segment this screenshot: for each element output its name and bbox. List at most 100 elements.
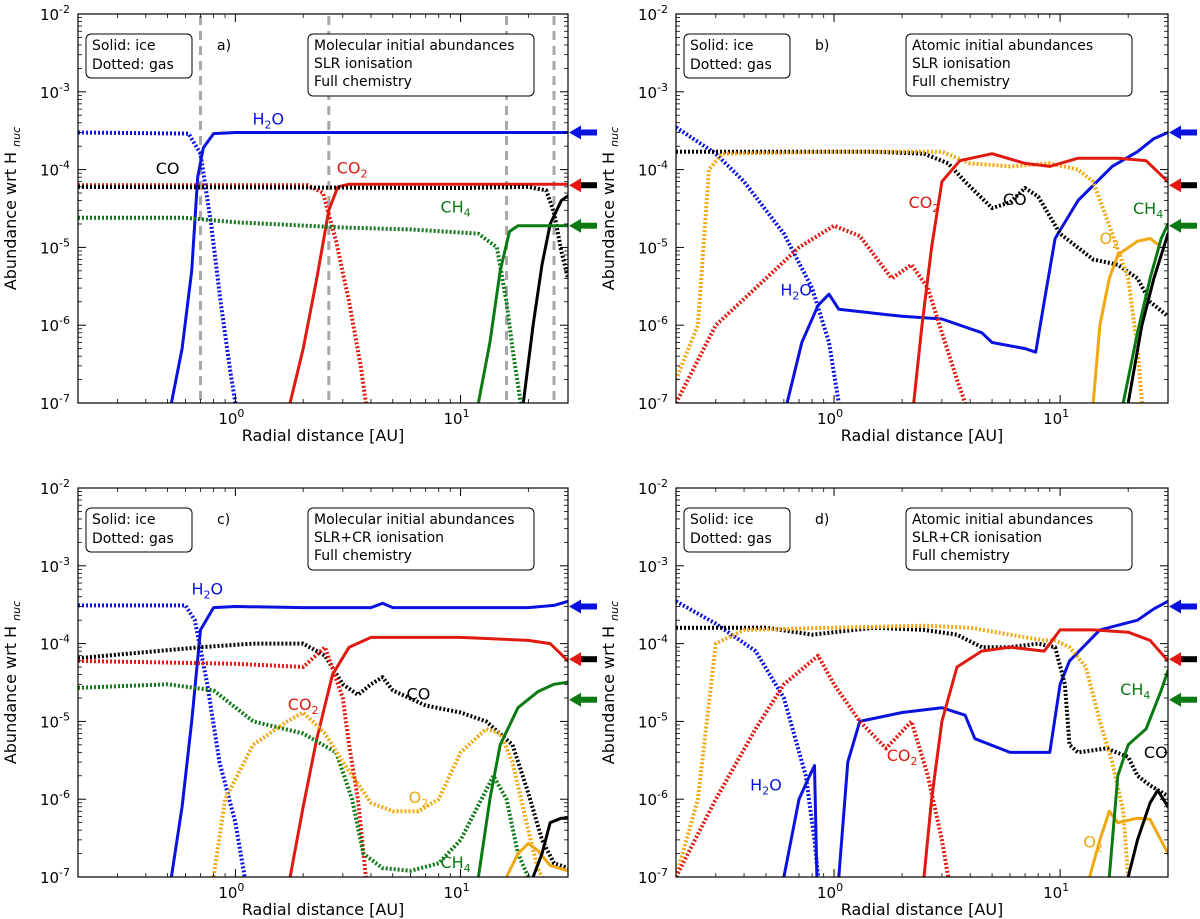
tick-exponent: 0 <box>836 407 843 420</box>
species-label-o2: O2 <box>409 788 429 810</box>
series-h2o-gas <box>78 130 238 403</box>
x-tick-label: 100 <box>817 407 843 428</box>
tick-base: 10 <box>218 884 237 902</box>
x-tick-label: 100 <box>817 881 843 902</box>
label-subscript: 4 <box>1156 208 1163 221</box>
tick-base: 10 <box>40 395 59 413</box>
y-axis-label: Abundance wrt H nuc <box>1 127 23 290</box>
label-main: H <box>780 281 792 300</box>
species-label-co: CO <box>407 685 431 704</box>
series-ch4-gas <box>78 215 523 403</box>
species-label-co: CO <box>1144 743 1168 762</box>
tick-exponent: -4 <box>59 633 70 646</box>
tick-exponent: -6 <box>657 314 668 327</box>
y-tick-label: 10-2 <box>638 477 668 498</box>
legend-box <box>85 33 193 79</box>
series-h2o-ice <box>785 131 1168 403</box>
initial-abundance-arrow-h2o <box>569 125 597 140</box>
tick-base: 10 <box>40 713 59 731</box>
tick-exponent: -6 <box>59 314 70 327</box>
ylabel-main: Abundance wrt H <box>599 621 618 764</box>
arrow-head <box>1169 178 1181 193</box>
plot-frame <box>77 487 569 878</box>
series-co-ice <box>531 816 568 877</box>
ylabel-subscript: nuc <box>608 601 621 621</box>
tick-exponent: -6 <box>657 788 668 801</box>
arrow-head <box>1169 652 1181 667</box>
label-main: O <box>409 788 422 807</box>
series-o2-gas <box>211 710 544 877</box>
series-co-gas <box>676 625 1168 798</box>
series-ch4-ice <box>1107 669 1168 877</box>
series-ch4-ice <box>476 680 568 877</box>
tick-exponent: -5 <box>59 236 70 249</box>
info-line: SLR ionisation <box>912 56 1011 72</box>
series-co2-gas <box>676 223 967 403</box>
arrow-head <box>569 178 581 193</box>
tick-base: 10 <box>638 317 657 335</box>
tick-base: 10 <box>40 6 59 24</box>
label-main: CO <box>156 159 180 178</box>
y-tick-label: 10-7 <box>40 392 70 413</box>
y-tick-label: 10-6 <box>40 314 70 335</box>
tick-exponent: -2 <box>59 3 70 16</box>
label-main: CO <box>887 746 911 765</box>
label-tail: O <box>272 109 285 128</box>
tick-base: 10 <box>444 884 463 902</box>
species-label-co2: CO2 <box>337 159 368 181</box>
legend-solid: Solid: ice <box>92 38 156 54</box>
label-subscript: 2 <box>265 118 272 131</box>
ylabel-subscript: nuc <box>608 127 621 147</box>
label-tail: O <box>769 775 782 794</box>
label-subscript: 4 <box>464 207 471 220</box>
series-co2-ice <box>912 152 1168 403</box>
series-h2o-ice <box>782 764 819 877</box>
tick-exponent: -3 <box>657 81 668 94</box>
series-h2o-gas <box>676 125 841 403</box>
x-tick-label: 100 <box>218 881 244 902</box>
y-tick-label: 10-4 <box>40 159 70 180</box>
y-tick-label: 10-2 <box>638 3 668 24</box>
tick-exponent: -5 <box>657 710 668 723</box>
arrow-shaft <box>1180 656 1197 663</box>
label-subscript: 2 <box>1096 841 1103 854</box>
initial-abundance-arrow-ch4 <box>1169 692 1197 707</box>
initial-abundance-arrow-ch4 <box>569 692 597 707</box>
tick-exponent: 1 <box>1062 881 1069 894</box>
tick-exponent: -5 <box>657 236 668 249</box>
arrow-head <box>569 652 581 667</box>
y-tick-label: 10-7 <box>638 866 668 887</box>
label-main: CO <box>288 695 312 714</box>
tick-exponent: 0 <box>237 407 244 420</box>
species-label-co2: CO2 <box>887 746 918 768</box>
arrow-shaft <box>580 129 597 136</box>
ylabel-main: Abundance wrt H <box>599 147 618 290</box>
tick-exponent: 0 <box>237 881 244 894</box>
series-ch4-ice <box>476 224 568 403</box>
y-tick-label: 10-2 <box>40 3 70 24</box>
info-box <box>307 507 535 571</box>
label-main: CH <box>1133 199 1156 218</box>
y-tick-label: 10-6 <box>638 788 668 809</box>
series-co-gas <box>676 149 1168 318</box>
plot-frame <box>675 13 1169 404</box>
arrow-shaft <box>1180 603 1197 610</box>
ylabel-subscript: nuc <box>10 127 23 147</box>
label-main: CO <box>337 159 361 178</box>
series-h2o-ice <box>169 599 568 877</box>
series-h2o-ice <box>169 131 568 403</box>
label-main: CH <box>440 853 463 872</box>
plot-area <box>676 125 1168 403</box>
tick-exponent: -3 <box>59 81 70 94</box>
label-subscript: 2 <box>910 755 917 768</box>
initial-abundance-arrow-h2o <box>569 599 597 614</box>
tick-base: 10 <box>40 558 59 576</box>
label-subscript: 4 <box>1143 689 1150 702</box>
y-tick-label: 10-5 <box>40 236 70 257</box>
arrow-head <box>569 218 581 233</box>
x-tick-label: 100 <box>218 407 244 428</box>
label-main: CO <box>407 685 431 704</box>
species-label-ch4: CH4 <box>1120 680 1150 702</box>
species-label-o2: O2 <box>1100 229 1120 251</box>
